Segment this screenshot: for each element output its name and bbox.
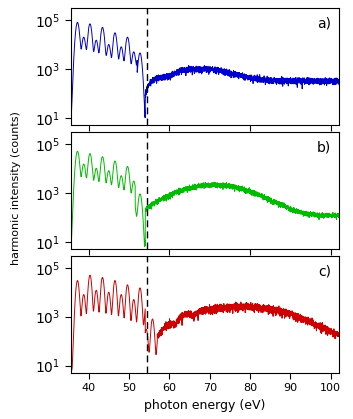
X-axis label: photon energy (eV): photon energy (eV) [144, 399, 265, 412]
Text: c): c) [318, 264, 331, 278]
Text: b): b) [317, 140, 331, 155]
Text: a): a) [317, 17, 331, 31]
Text: harmonic intensity (counts): harmonic intensity (counts) [11, 111, 20, 266]
